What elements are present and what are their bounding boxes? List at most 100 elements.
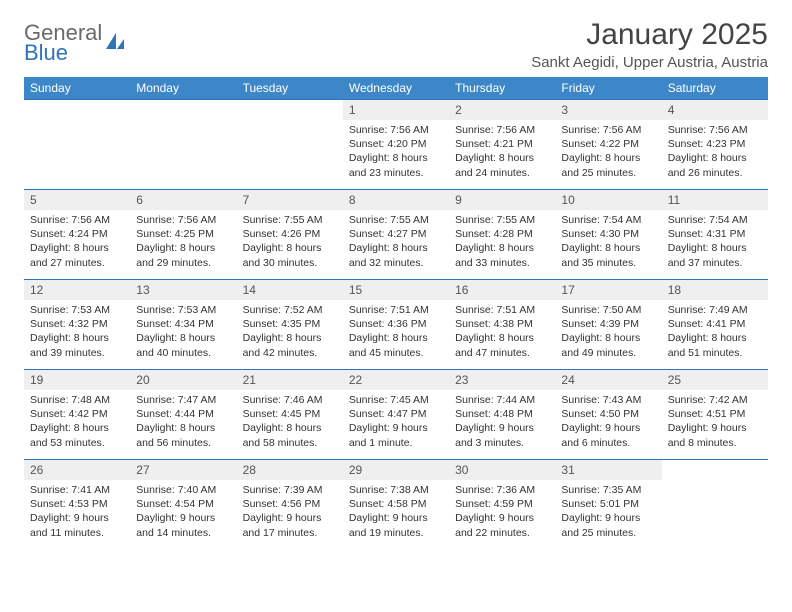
calendar-body: 1Sunrise: 7:56 AMSunset: 4:20 PMDaylight… — [24, 99, 768, 549]
calendar-day-cell: 26Sunrise: 7:41 AMSunset: 4:53 PMDayligh… — [24, 459, 130, 549]
calendar-day-cell: 10Sunrise: 7:54 AMSunset: 4:30 PMDayligh… — [555, 189, 661, 279]
day-number: 9 — [449, 189, 555, 210]
day-number: 26 — [24, 459, 130, 480]
calendar-day-cell: 15Sunrise: 7:51 AMSunset: 4:36 PMDayligh… — [343, 279, 449, 369]
calendar-week-row: 5Sunrise: 7:56 AMSunset: 4:24 PMDaylight… — [24, 189, 768, 279]
day-content: Sunrise: 7:43 AMSunset: 4:50 PMDaylight:… — [555, 390, 661, 456]
day-content: Sunrise: 7:51 AMSunset: 4:36 PMDaylight:… — [343, 300, 449, 366]
day-content: Sunrise: 7:49 AMSunset: 4:41 PMDaylight:… — [662, 300, 768, 366]
calendar-day-cell: 1Sunrise: 7:56 AMSunset: 4:20 PMDaylight… — [343, 99, 449, 189]
calendar-page: General Blue January 2025 Sankt Aegidi, … — [0, 0, 792, 549]
day-content: Sunrise: 7:55 AMSunset: 4:28 PMDaylight:… — [449, 210, 555, 276]
day-content: Sunrise: 7:38 AMSunset: 4:58 PMDaylight:… — [343, 480, 449, 546]
day-number: 25 — [662, 369, 768, 390]
day-content: Sunrise: 7:44 AMSunset: 4:48 PMDaylight:… — [449, 390, 555, 456]
day-content: Sunrise: 7:39 AMSunset: 4:56 PMDaylight:… — [237, 480, 343, 546]
calendar-week-row: 12Sunrise: 7:53 AMSunset: 4:32 PMDayligh… — [24, 279, 768, 369]
calendar-day-cell: 11Sunrise: 7:54 AMSunset: 4:31 PMDayligh… — [662, 189, 768, 279]
day-content: Sunrise: 7:41 AMSunset: 4:53 PMDaylight:… — [24, 480, 130, 546]
weekday-header: Wednesday — [343, 77, 449, 99]
day-number: 19 — [24, 369, 130, 390]
calendar-day-cell: 27Sunrise: 7:40 AMSunset: 4:54 PMDayligh… — [130, 459, 236, 549]
calendar-day-cell: 9Sunrise: 7:55 AMSunset: 4:28 PMDaylight… — [449, 189, 555, 279]
calendar-table: SundayMondayTuesdayWednesdayThursdayFrid… — [24, 77, 768, 549]
day-number-empty — [24, 99, 130, 119]
day-number: 17 — [555, 279, 661, 300]
calendar-header-row: SundayMondayTuesdayWednesdayThursdayFrid… — [24, 77, 768, 99]
calendar-day-cell: 30Sunrise: 7:36 AMSunset: 4:59 PMDayligh… — [449, 459, 555, 549]
day-number: 4 — [662, 99, 768, 120]
calendar-week-row: 19Sunrise: 7:48 AMSunset: 4:42 PMDayligh… — [24, 369, 768, 459]
day-content: Sunrise: 7:54 AMSunset: 4:30 PMDaylight:… — [555, 210, 661, 276]
day-number: 10 — [555, 189, 661, 210]
weekday-header: Sunday — [24, 77, 130, 99]
day-content: Sunrise: 7:50 AMSunset: 4:39 PMDaylight:… — [555, 300, 661, 366]
day-number: 3 — [555, 99, 661, 120]
header: General Blue January 2025 Sankt Aegidi, … — [24, 18, 768, 71]
day-number-empty — [130, 99, 236, 119]
day-number: 28 — [237, 459, 343, 480]
day-content: Sunrise: 7:54 AMSunset: 4:31 PMDaylight:… — [662, 210, 768, 276]
calendar-day-cell — [24, 99, 130, 189]
month-title: January 2025 — [531, 18, 768, 52]
calendar-day-cell: 6Sunrise: 7:56 AMSunset: 4:25 PMDaylight… — [130, 189, 236, 279]
day-number: 13 — [130, 279, 236, 300]
day-number: 1 — [343, 99, 449, 120]
calendar-day-cell: 18Sunrise: 7:49 AMSunset: 4:41 PMDayligh… — [662, 279, 768, 369]
day-content: Sunrise: 7:51 AMSunset: 4:38 PMDaylight:… — [449, 300, 555, 366]
day-content: Sunrise: 7:53 AMSunset: 4:32 PMDaylight:… — [24, 300, 130, 366]
day-content: Sunrise: 7:46 AMSunset: 4:45 PMDaylight:… — [237, 390, 343, 456]
day-content: Sunrise: 7:56 AMSunset: 4:25 PMDaylight:… — [130, 210, 236, 276]
day-content: Sunrise: 7:56 AMSunset: 4:20 PMDaylight:… — [343, 120, 449, 186]
day-content: Sunrise: 7:55 AMSunset: 4:27 PMDaylight:… — [343, 210, 449, 276]
day-number: 22 — [343, 369, 449, 390]
weekday-header: Thursday — [449, 77, 555, 99]
day-number: 7 — [237, 189, 343, 210]
calendar-day-cell — [237, 99, 343, 189]
calendar-day-cell: 24Sunrise: 7:43 AMSunset: 4:50 PMDayligh… — [555, 369, 661, 459]
calendar-day-cell: 23Sunrise: 7:44 AMSunset: 4:48 PMDayligh… — [449, 369, 555, 459]
day-number: 6 — [130, 189, 236, 210]
day-number-empty — [662, 459, 768, 479]
calendar-week-row: 26Sunrise: 7:41 AMSunset: 4:53 PMDayligh… — [24, 459, 768, 549]
calendar-day-cell: 4Sunrise: 7:56 AMSunset: 4:23 PMDaylight… — [662, 99, 768, 189]
day-number: 18 — [662, 279, 768, 300]
calendar-day-cell: 5Sunrise: 7:56 AMSunset: 4:24 PMDaylight… — [24, 189, 130, 279]
day-content: Sunrise: 7:52 AMSunset: 4:35 PMDaylight:… — [237, 300, 343, 366]
day-content: Sunrise: 7:55 AMSunset: 4:26 PMDaylight:… — [237, 210, 343, 276]
calendar-day-cell: 7Sunrise: 7:55 AMSunset: 4:26 PMDaylight… — [237, 189, 343, 279]
day-number: 11 — [662, 189, 768, 210]
day-content: Sunrise: 7:56 AMSunset: 4:21 PMDaylight:… — [449, 120, 555, 186]
calendar-day-cell: 2Sunrise: 7:56 AMSunset: 4:21 PMDaylight… — [449, 99, 555, 189]
day-number: 12 — [24, 279, 130, 300]
day-content: Sunrise: 7:56 AMSunset: 4:24 PMDaylight:… — [24, 210, 130, 276]
calendar-day-cell: 17Sunrise: 7:50 AMSunset: 4:39 PMDayligh… — [555, 279, 661, 369]
weekday-header: Saturday — [662, 77, 768, 99]
calendar-day-cell: 28Sunrise: 7:39 AMSunset: 4:56 PMDayligh… — [237, 459, 343, 549]
day-content: Sunrise: 7:56 AMSunset: 4:22 PMDaylight:… — [555, 120, 661, 186]
day-content: Sunrise: 7:47 AMSunset: 4:44 PMDaylight:… — [130, 390, 236, 456]
day-content: Sunrise: 7:56 AMSunset: 4:23 PMDaylight:… — [662, 120, 768, 186]
logo-sail-icon — [104, 31, 126, 58]
day-number: 2 — [449, 99, 555, 120]
logo-text: General Blue — [24, 22, 102, 64]
day-number: 24 — [555, 369, 661, 390]
day-number: 16 — [449, 279, 555, 300]
calendar-day-cell: 20Sunrise: 7:47 AMSunset: 4:44 PMDayligh… — [130, 369, 236, 459]
calendar-day-cell: 25Sunrise: 7:42 AMSunset: 4:51 PMDayligh… — [662, 369, 768, 459]
day-content: Sunrise: 7:53 AMSunset: 4:34 PMDaylight:… — [130, 300, 236, 366]
day-number: 31 — [555, 459, 661, 480]
day-content: Sunrise: 7:40 AMSunset: 4:54 PMDaylight:… — [130, 480, 236, 546]
day-content: Sunrise: 7:48 AMSunset: 4:42 PMDaylight:… — [24, 390, 130, 456]
day-number: 5 — [24, 189, 130, 210]
weekday-header: Tuesday — [237, 77, 343, 99]
calendar-day-cell: 21Sunrise: 7:46 AMSunset: 4:45 PMDayligh… — [237, 369, 343, 459]
calendar-day-cell — [130, 99, 236, 189]
day-content: Sunrise: 7:45 AMSunset: 4:47 PMDaylight:… — [343, 390, 449, 456]
logo-text-bottom: Blue — [24, 42, 102, 64]
calendar-day-cell: 12Sunrise: 7:53 AMSunset: 4:32 PMDayligh… — [24, 279, 130, 369]
day-number: 8 — [343, 189, 449, 210]
calendar-day-cell: 14Sunrise: 7:52 AMSunset: 4:35 PMDayligh… — [237, 279, 343, 369]
day-number: 20 — [130, 369, 236, 390]
calendar-week-row: 1Sunrise: 7:56 AMSunset: 4:20 PMDaylight… — [24, 99, 768, 189]
